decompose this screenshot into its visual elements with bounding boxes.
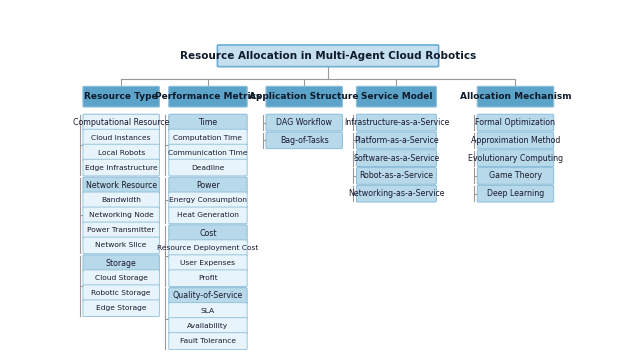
FancyBboxPatch shape xyxy=(169,288,247,304)
FancyBboxPatch shape xyxy=(83,222,159,239)
Text: Formal Optimization: Formal Optimization xyxy=(476,118,556,127)
FancyBboxPatch shape xyxy=(477,168,554,184)
FancyBboxPatch shape xyxy=(218,45,438,67)
Text: Cloud Instances: Cloud Instances xyxy=(92,135,151,140)
Text: Platform-as-a-Service: Platform-as-a-Service xyxy=(354,136,439,145)
Text: Approximation Method: Approximation Method xyxy=(471,136,560,145)
Text: Edge Storage: Edge Storage xyxy=(96,305,147,311)
Text: Infrastructure-as-a-Service: Infrastructure-as-a-Service xyxy=(344,118,449,127)
Text: Cloud Storage: Cloud Storage xyxy=(95,275,148,281)
Text: Bag-of-Tasks: Bag-of-Tasks xyxy=(280,136,328,145)
Text: Heat Generation: Heat Generation xyxy=(177,212,239,218)
FancyBboxPatch shape xyxy=(83,285,159,301)
Text: User Expenses: User Expenses xyxy=(180,260,236,266)
Text: Resource Allocation in Multi-Agent Cloud Robotics: Resource Allocation in Multi-Agent Cloud… xyxy=(180,51,476,61)
Text: Performance Metrics: Performance Metrics xyxy=(155,92,261,101)
Text: Evolutionary Computing: Evolutionary Computing xyxy=(468,154,563,162)
FancyBboxPatch shape xyxy=(169,86,247,107)
FancyBboxPatch shape xyxy=(83,114,159,131)
Text: Software-as-a-Service: Software-as-a-Service xyxy=(353,154,440,162)
FancyBboxPatch shape xyxy=(83,159,159,176)
FancyBboxPatch shape xyxy=(169,225,247,242)
FancyBboxPatch shape xyxy=(169,114,247,131)
FancyBboxPatch shape xyxy=(266,114,342,131)
FancyBboxPatch shape xyxy=(169,303,247,319)
FancyBboxPatch shape xyxy=(169,240,247,257)
FancyBboxPatch shape xyxy=(477,132,554,149)
FancyBboxPatch shape xyxy=(477,185,554,202)
Text: Profit: Profit xyxy=(198,275,218,281)
Text: Robot-as-a-Service: Robot-as-a-Service xyxy=(360,171,433,180)
FancyBboxPatch shape xyxy=(266,86,342,107)
FancyBboxPatch shape xyxy=(477,86,554,107)
FancyBboxPatch shape xyxy=(169,159,247,176)
Text: Deep Learning: Deep Learning xyxy=(487,189,544,198)
FancyBboxPatch shape xyxy=(169,177,247,194)
FancyBboxPatch shape xyxy=(83,270,159,287)
Text: Time: Time xyxy=(198,118,218,127)
Text: Storage: Storage xyxy=(106,259,136,268)
Text: Game Theory: Game Theory xyxy=(489,171,542,180)
FancyBboxPatch shape xyxy=(169,192,247,209)
FancyBboxPatch shape xyxy=(356,185,436,202)
FancyBboxPatch shape xyxy=(477,114,554,131)
FancyBboxPatch shape xyxy=(169,318,247,334)
Text: Allocation Mechanism: Allocation Mechanism xyxy=(460,92,572,101)
FancyBboxPatch shape xyxy=(266,132,342,149)
Text: Local Robots: Local Robots xyxy=(97,149,145,156)
Text: Computation Time: Computation Time xyxy=(173,135,243,140)
FancyBboxPatch shape xyxy=(356,150,436,166)
FancyBboxPatch shape xyxy=(169,129,247,146)
FancyBboxPatch shape xyxy=(477,150,554,166)
Text: Bandwidth: Bandwidth xyxy=(101,197,141,203)
Text: Power: Power xyxy=(196,181,220,190)
FancyBboxPatch shape xyxy=(83,192,159,209)
FancyBboxPatch shape xyxy=(356,132,436,149)
FancyBboxPatch shape xyxy=(83,86,159,107)
FancyBboxPatch shape xyxy=(83,255,159,271)
FancyBboxPatch shape xyxy=(356,114,436,131)
FancyBboxPatch shape xyxy=(356,168,436,184)
Text: Communication Time: Communication Time xyxy=(168,149,248,156)
Text: Resource Deployment Cost: Resource Deployment Cost xyxy=(157,245,259,251)
Text: Fault Tolerance: Fault Tolerance xyxy=(180,338,236,344)
Text: Robotic Storage: Robotic Storage xyxy=(92,290,151,296)
FancyBboxPatch shape xyxy=(83,300,159,317)
Text: Quality-of-Service: Quality-of-Service xyxy=(173,291,243,300)
Text: Computational Resource: Computational Resource xyxy=(73,118,170,127)
Text: Energy Consumption: Energy Consumption xyxy=(169,197,247,203)
Text: Availability: Availability xyxy=(188,323,228,329)
FancyBboxPatch shape xyxy=(169,255,247,271)
FancyBboxPatch shape xyxy=(83,144,159,161)
Text: Power Transmitter: Power Transmitter xyxy=(88,227,155,234)
Text: DAG Workflow: DAG Workflow xyxy=(276,118,332,127)
Text: Deadline: Deadline xyxy=(191,165,225,171)
Text: Application Structure: Application Structure xyxy=(250,92,359,101)
FancyBboxPatch shape xyxy=(169,333,247,349)
FancyBboxPatch shape xyxy=(83,207,159,224)
Text: Networking Node: Networking Node xyxy=(89,212,154,218)
FancyBboxPatch shape xyxy=(169,144,247,161)
Text: Cost: Cost xyxy=(199,229,217,238)
FancyBboxPatch shape xyxy=(83,177,159,194)
Text: Service Model: Service Model xyxy=(361,92,432,101)
FancyBboxPatch shape xyxy=(83,129,159,146)
Text: Networking-as-a-Service: Networking-as-a-Service xyxy=(348,189,445,198)
FancyBboxPatch shape xyxy=(356,86,436,107)
FancyBboxPatch shape xyxy=(169,207,247,224)
Text: Network Slice: Network Slice xyxy=(95,242,147,248)
Text: Resource Type: Resource Type xyxy=(84,92,158,101)
FancyBboxPatch shape xyxy=(83,237,159,254)
Text: Edge Infrastructure: Edge Infrastructure xyxy=(85,165,157,171)
Text: SLA: SLA xyxy=(201,308,215,314)
FancyBboxPatch shape xyxy=(169,270,247,287)
Text: Network Resource: Network Resource xyxy=(86,181,157,190)
